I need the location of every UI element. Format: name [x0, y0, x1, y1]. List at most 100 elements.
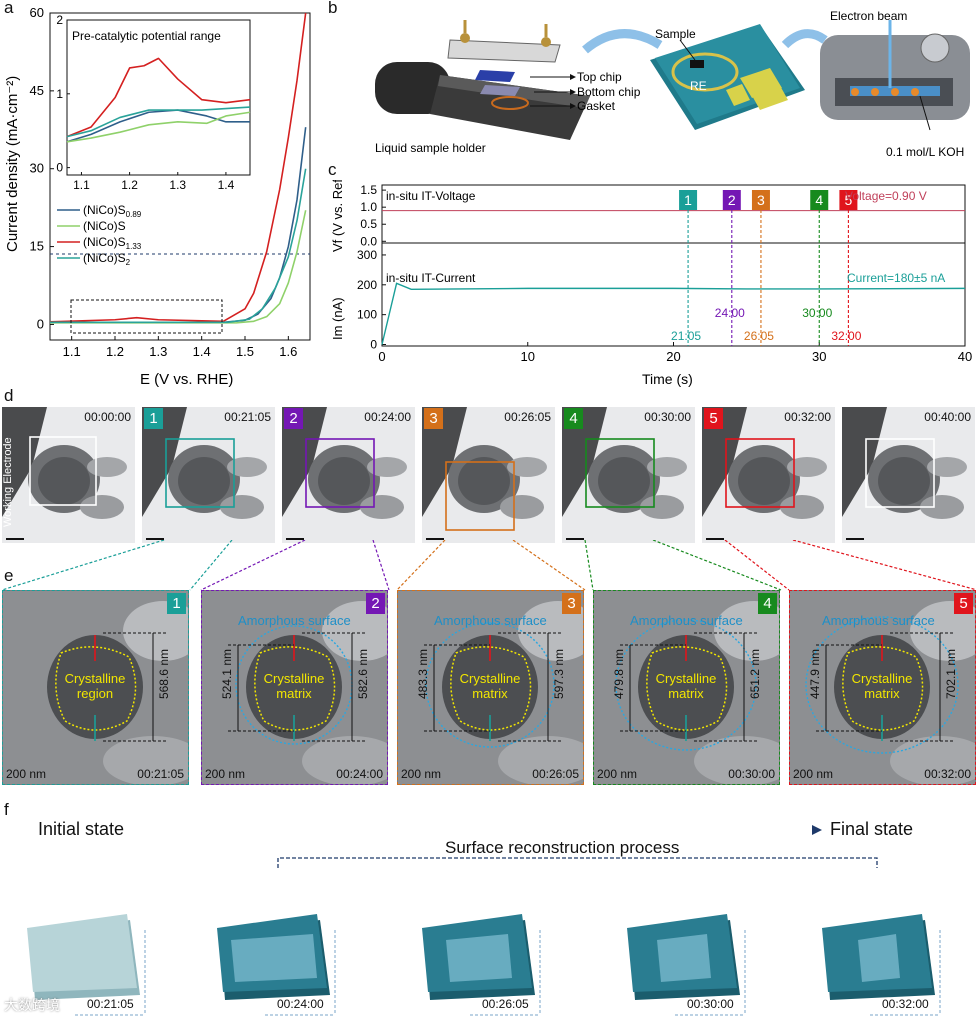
time-marker-badge — [722, 190, 741, 210]
amorphous-label: Amorphous surface — [434, 613, 547, 628]
amorphous-outline — [615, 619, 757, 751]
model-timestamp: 00:32:00 — [882, 997, 929, 1011]
region-box — [585, 438, 655, 508]
zoom-connector — [396, 540, 446, 591]
panel-e-label: e — [4, 566, 14, 585]
particle-core — [598, 457, 650, 505]
gasket — [491, 96, 529, 110]
tem-frame: 1 00:21:05 — [142, 407, 275, 543]
core-label: Crystalline region — [64, 671, 126, 701]
right-measure-label: 651.2 nm — [748, 649, 762, 700]
re-label: RE — [690, 79, 707, 93]
debris — [927, 457, 967, 477]
time-marker-label: 24:00 — [715, 306, 745, 320]
process-label: Surface reconstruction process — [445, 838, 680, 857]
debris — [910, 601, 975, 661]
panel-d-label: d — [4, 386, 14, 405]
time-marker-badge — [679, 190, 698, 210]
x-tick-label: 1.2 — [106, 344, 124, 359]
frame-number-badge: 4 — [564, 408, 583, 429]
zoom-connector — [512, 540, 586, 591]
debris — [890, 736, 975, 784]
crystalline-outline — [842, 646, 924, 731]
final-state-label: Final state — [830, 819, 914, 839]
zoom-connector-lines — [1, 540, 976, 591]
frame-number-badge: 3 — [562, 593, 581, 614]
particle — [638, 635, 734, 739]
inset-frame — [66, 19, 251, 176]
scale-label: 200 nm — [793, 767, 834, 781]
arrow-to-cell — [781, 29, 828, 49]
core-label: Crystalline matrix — [459, 671, 521, 701]
region-box — [305, 438, 375, 508]
voltage-value: Voltage=0.90 V — [845, 189, 927, 203]
model-timestamp: 00:30:00 — [687, 997, 734, 1011]
panel-c-chart: 0 10 20 30 40 0.0 0.5 1.0 1.5 0 100 200 300 1 21:05 2 2… — [330, 180, 972, 387]
initial-state-label: Initial state — [38, 819, 125, 839]
debris — [360, 495, 404, 519]
y-tick-label: 60 — [30, 5, 44, 20]
particle-core — [38, 457, 90, 505]
y-tick-label: 300 — [357, 248, 377, 262]
frame-timestamp: 00:30:00 — [644, 410, 691, 424]
legend: (NiCo)S0.89(NiCo)S (NiCo)S1.33(NiCo)S2 — [57, 203, 142, 267]
frame-timestamp: 00:21:05 — [137, 767, 184, 781]
zoom-frame: 479.8 nm 651.2 nm Crystalline matrix Amorph… — [593, 590, 780, 785]
crystalline-core — [657, 934, 711, 982]
debris — [80, 495, 124, 519]
crystalline-outline — [646, 646, 728, 731]
time-marker-badge — [751, 190, 770, 210]
region-box — [445, 461, 515, 531]
part-label: Gasket — [577, 99, 616, 113]
zoom-connector — [1, 540, 165, 591]
right-measure-label: 702.1 nm — [944, 649, 958, 700]
electrode-shadow — [422, 407, 467, 517]
y-tick-label: 0 — [370, 338, 377, 352]
reconstruction-models — [27, 914, 941, 1016]
x-tick-label: 1.4 — [193, 344, 211, 359]
current-line — [381, 282, 966, 345]
legend-label: (NiCo)S2 — [83, 251, 131, 267]
c-x-axis-title: Time (s) — [642, 371, 693, 387]
y-tick-label: 1.0 — [360, 200, 377, 214]
debris — [302, 736, 387, 784]
right-measure-label: 568.6 nm — [157, 649, 171, 700]
time-marker-number: 4 — [815, 192, 823, 208]
particle — [834, 635, 930, 739]
debris — [507, 457, 547, 477]
time-marker-label: 21:05 — [671, 329, 701, 343]
crystalline-core — [446, 934, 512, 982]
debris — [500, 495, 544, 519]
process-arrow — [145, 825, 878, 868]
holder-label: Liquid sample holder — [375, 141, 486, 155]
frame-timestamp: 00:26:05 — [504, 410, 551, 424]
frame-timestamp: 00:40:00 — [924, 410, 971, 424]
zoom-connector — [200, 540, 306, 591]
model-timestamp: 00:21:05 — [87, 997, 134, 1011]
current-plot-title: in-situ IT-Current — [386, 271, 476, 285]
x-tick-label: 1.1 — [63, 344, 81, 359]
crystalline-outline — [55, 646, 137, 731]
core-label: Crystalline matrix — [851, 671, 913, 701]
time-marker-number: 3 — [757, 192, 765, 208]
watermark-text: 大数跨境 — [4, 997, 60, 1013]
inset-y-tick-label: 1 — [56, 87, 63, 101]
zoom-connector — [724, 540, 790, 591]
time-marker-label: 26:05 — [744, 329, 774, 343]
x-tick-label: 20 — [666, 349, 680, 364]
debris — [780, 495, 824, 519]
crystalline-core — [858, 934, 900, 982]
series-line — [50, 168, 307, 324]
core-label: Crystalline matrix — [263, 671, 325, 701]
frame-timestamp: 00:32:00 — [784, 410, 831, 424]
debris — [103, 736, 188, 784]
inset-series-line — [66, 109, 250, 143]
frame-timestamp: 00:26:05 — [532, 767, 579, 781]
c-current-axis-title: Im (nA) — [330, 297, 345, 340]
debris — [640, 495, 684, 519]
panel-a-label: a — [4, 0, 14, 17]
inset-y-tick-label: 0 — [56, 161, 63, 175]
inset-x-tick-label: 1.4 — [218, 178, 235, 192]
inset-series-line — [66, 111, 251, 143]
time-marker-label: 30:00 — [802, 306, 832, 320]
